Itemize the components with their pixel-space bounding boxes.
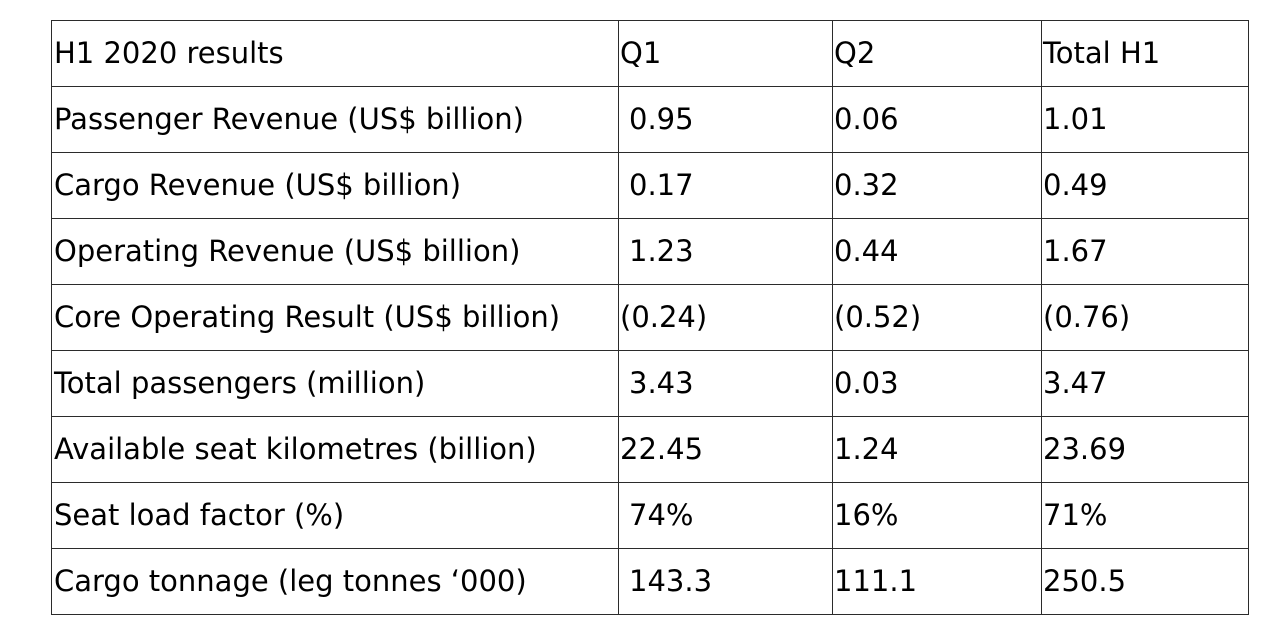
row-total-cell: 23.69 <box>1041 416 1249 483</box>
header-q1-cell: Q1 <box>618 20 833 87</box>
row-q2-cell: 111.1 <box>832 548 1042 615</box>
row-label-cell: Total passengers (million) <box>51 350 619 417</box>
row-q2-cell: 0.06 <box>832 86 1042 153</box>
row-total-cell: (0.76) <box>1041 284 1249 351</box>
table-row: Cargo Revenue (US$ billion) 0.17 0.32 0.… <box>51 152 1249 219</box>
table-row: Cargo tonnage (leg tonnes ‘000) 143.3 11… <box>51 548 1249 615</box>
row-q1-cell: 0.17 <box>618 152 833 219</box>
table-row: Core Operating Result (US$ billion) (0.2… <box>51 284 1249 351</box>
row-q2-cell: (0.52) <box>832 284 1042 351</box>
header-total-cell: Total H1 <box>1041 20 1249 87</box>
row-q2-cell: 0.44 <box>832 218 1042 285</box>
row-total-cell: 250.5 <box>1041 548 1249 615</box>
row-q2-cell: 0.32 <box>832 152 1042 219</box>
row-label-cell: Seat load factor (%) <box>51 482 619 549</box>
row-q2-cell: 0.03 <box>832 350 1042 417</box>
row-label-cell: Cargo tonnage (leg tonnes ‘000) <box>51 548 619 615</box>
row-label-cell: Available seat kilometres (billion) <box>51 416 619 483</box>
row-total-cell: 71% <box>1041 482 1249 549</box>
row-label-cell: Operating Revenue (US$ billion) <box>51 218 619 285</box>
row-q2-cell: 16% <box>832 482 1042 549</box>
row-q1-cell: 74% <box>618 482 833 549</box>
row-q1-cell: (0.24) <box>618 284 833 351</box>
row-total-cell: 1.01 <box>1041 86 1249 153</box>
table-row: Available seat kilometres (billion) 22.4… <box>51 416 1249 483</box>
table-row: Passenger Revenue (US$ billion) 0.95 0.0… <box>51 86 1249 153</box>
row-total-cell: 3.47 <box>1041 350 1249 417</box>
header-label-cell: H1 2020 results <box>51 20 619 87</box>
row-q1-cell: 143.3 <box>618 548 833 615</box>
row-total-cell: 1.67 <box>1041 218 1249 285</box>
row-q2-cell: 1.24 <box>832 416 1042 483</box>
table-row: Operating Revenue (US$ billion) 1.23 0.4… <box>51 218 1249 285</box>
row-label-cell: Core Operating Result (US$ billion) <box>51 284 619 351</box>
row-label-cell: Passenger Revenue (US$ billion) <box>51 86 619 153</box>
table-row: Total passengers (million) 3.43 0.03 3.4… <box>51 350 1249 417</box>
row-total-cell: 0.49 <box>1041 152 1249 219</box>
row-q1-cell: 1.23 <box>618 218 833 285</box>
table-row: Seat load factor (%) 74% 16% 71% <box>51 482 1249 549</box>
row-q1-cell: 0.95 <box>618 86 833 153</box>
results-table: H1 2020 results Q1 Q2 Total H1 Passenger… <box>51 20 1249 615</box>
row-label-cell: Cargo Revenue (US$ billion) <box>51 152 619 219</box>
header-q2-cell: Q2 <box>832 20 1042 87</box>
row-q1-cell: 22.45 <box>618 416 833 483</box>
table-header-row: H1 2020 results Q1 Q2 Total H1 <box>51 20 1249 87</box>
row-q1-cell: 3.43 <box>618 350 833 417</box>
